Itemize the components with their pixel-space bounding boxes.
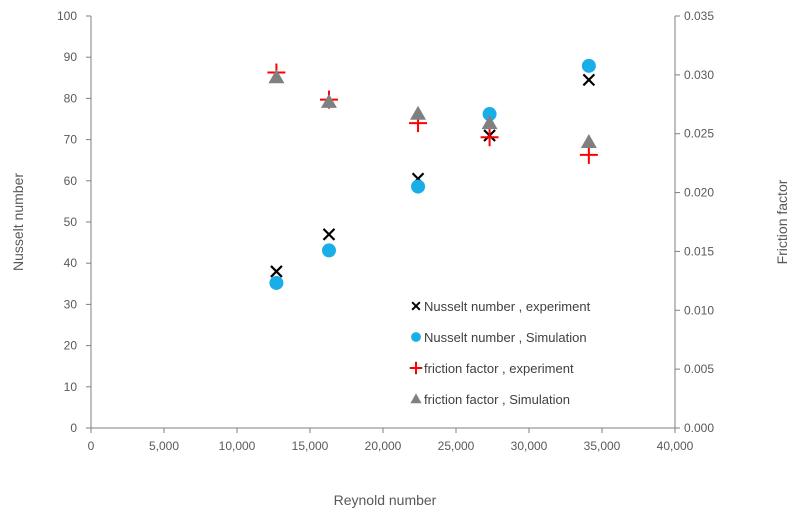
data-point-triangle-marker bbox=[320, 93, 337, 108]
right-y-tick-label: 0.010 bbox=[684, 303, 714, 317]
data-point-circle-marker bbox=[269, 275, 284, 290]
left-y-axis-title: Nusselt number bbox=[10, 173, 26, 271]
data-point-circle-marker bbox=[482, 107, 497, 122]
right-y-tick-label: 0.030 bbox=[684, 68, 714, 82]
left-y-tick-label: 80 bbox=[64, 91, 78, 105]
right-y-tick-label: 0.005 bbox=[684, 362, 714, 376]
right-y-tick-label: 0.000 bbox=[684, 421, 714, 435]
legend: Nusselt number , experiment Nusselt numbe… bbox=[409, 299, 591, 407]
legend-circle-marker bbox=[411, 332, 421, 342]
legend-label: friction factor , Simulation bbox=[424, 392, 570, 407]
legend-label: friction factor , experiment bbox=[424, 361, 574, 376]
left-y-tick-label: 0 bbox=[70, 421, 77, 435]
left-y-tick-label: 30 bbox=[64, 297, 78, 311]
series-1 bbox=[269, 58, 596, 290]
left-y-tick-label: 50 bbox=[64, 215, 78, 229]
data-point-plus-marker bbox=[579, 145, 598, 164]
axes: 0 5,000 10,000 15,000 20,000 25,000 30,000 35,0… bbox=[57, 9, 714, 453]
x-axis-title: Reynold number bbox=[334, 492, 437, 508]
x-tick-label: 15,000 bbox=[292, 439, 329, 453]
left-y-tick-label: 70 bbox=[64, 133, 78, 147]
data-point-x-marker bbox=[582, 73, 596, 87]
series-3 bbox=[268, 69, 597, 148]
data-point-triangle-marker bbox=[410, 105, 427, 120]
legend-label: Nusselt number , Simulation bbox=[424, 330, 587, 345]
right-y-axis-title: Friction factor bbox=[774, 179, 787, 264]
x-tick-label: 0 bbox=[88, 439, 95, 453]
data-point-circle-marker bbox=[581, 58, 596, 73]
right-y-tick-label: 0.035 bbox=[684, 9, 714, 23]
x-tick-label: 10,000 bbox=[219, 439, 256, 453]
left-y-tick-label: 60 bbox=[64, 174, 78, 188]
x-tick-label: 35,000 bbox=[584, 439, 621, 453]
data-point-circle-marker bbox=[411, 179, 426, 194]
left-y-tick-label: 90 bbox=[64, 50, 78, 64]
data-point-triangle-marker bbox=[268, 69, 285, 84]
legend-plus-marker bbox=[409, 361, 423, 375]
data-point-triangle-marker bbox=[481, 115, 498, 130]
right-y-tick-label: 0.020 bbox=[684, 186, 714, 200]
legend-label: Nusselt number , experiment bbox=[424, 299, 591, 314]
series-0 bbox=[270, 73, 596, 278]
x-tick-label: 20,000 bbox=[365, 439, 402, 453]
x-tick-label: 30,000 bbox=[511, 439, 548, 453]
right-y-tick-label: 0.015 bbox=[684, 244, 714, 258]
data-point-x-marker bbox=[270, 265, 283, 278]
legend-x-marker bbox=[411, 301, 421, 311]
series-2 bbox=[267, 63, 598, 164]
right-y-tick-label: 0.025 bbox=[684, 127, 714, 141]
legend-triangle-marker bbox=[410, 393, 422, 404]
left-y-tick-label: 20 bbox=[64, 339, 78, 353]
x-tick-label: 25,000 bbox=[438, 439, 475, 453]
x-tick-label: 5,000 bbox=[149, 439, 179, 453]
data-point-x-marker bbox=[322, 228, 336, 241]
x-tick-label: 40,000 bbox=[657, 439, 694, 453]
left-y-tick-label: 40 bbox=[64, 256, 78, 270]
left-y-tick-label: 100 bbox=[57, 9, 77, 23]
data-markers bbox=[267, 58, 598, 290]
data-point-plus-marker bbox=[480, 128, 499, 147]
left-y-tick-label: 10 bbox=[64, 380, 78, 394]
data-point-triangle-marker bbox=[580, 133, 597, 148]
data-point-circle-marker bbox=[321, 243, 336, 258]
